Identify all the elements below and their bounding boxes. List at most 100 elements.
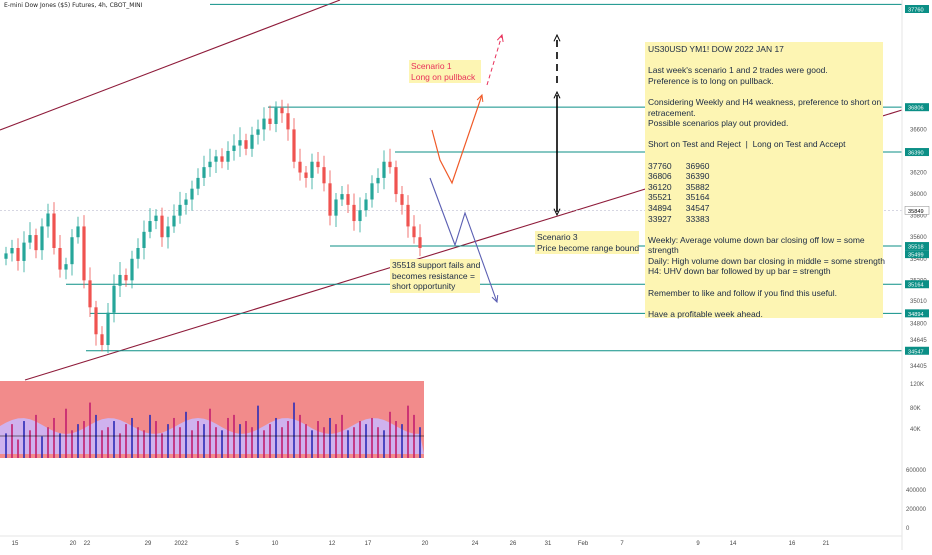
time-tick-label: 5 [235, 541, 239, 547]
scenario2-arrowhead [491, 294, 499, 304]
candle-body [190, 188, 194, 200]
time-tick-label: 29 [145, 541, 152, 547]
analysis-note-line: 37760 36960 [648, 160, 710, 171]
price-tick-label: 36600 [910, 127, 927, 133]
candle-body [148, 221, 152, 232]
price-tag-label: 34894 [908, 312, 924, 318]
scenario2-path [429, 177, 498, 303]
candle-body [94, 307, 98, 335]
price-tag: 35499 [905, 250, 929, 259]
candle-body [292, 129, 296, 162]
candle-body [340, 194, 344, 200]
candle-body [112, 285, 116, 313]
scenario2-note[interactable]: 35518 support fails and becomes resistanc… [390, 259, 480, 293]
price-tag: 34894 [905, 309, 929, 318]
candle [106, 302, 110, 354]
candle [364, 193, 368, 217]
candle-body [298, 161, 302, 173]
analysis-note-line: 36806 36390 [648, 171, 710, 182]
candle [322, 155, 326, 192]
price-tag: 35849 [904, 206, 930, 215]
analysis-note-line: 35521 35164 [648, 192, 710, 203]
candle-body [388, 161, 392, 168]
channel-upper [0, 0, 341, 131]
candle-body [10, 248, 14, 254]
candle [280, 99, 284, 123]
price-tag-label: 36390 [908, 151, 924, 157]
candle-body [52, 213, 56, 248]
candle-body [418, 237, 422, 248]
lower-tick-label: 400000 [906, 488, 927, 494]
candle-body [196, 177, 200, 189]
candle-body [232, 145, 236, 151]
scenario2-note-line: becomes resistance = [392, 270, 475, 281]
analysis-note-line [648, 129, 880, 140]
price-tag-bg [905, 5, 929, 13]
candle [220, 148, 224, 169]
candle-body [280, 107, 284, 114]
time-tick-label: 9 [696, 541, 700, 547]
time-tick-label: 7 [620, 541, 624, 547]
analysis-note[interactable]: US30USD YM1! DOW 2022 JAN 17 Last week's … [645, 42, 885, 319]
candle [136, 238, 140, 269]
analysis-note-line: retracement. [648, 107, 696, 118]
candle [64, 257, 68, 280]
candle-body [328, 183, 332, 216]
candle-body [244, 140, 248, 149]
candle-body [76, 226, 80, 238]
price-tag-bg [905, 242, 929, 251]
candle [268, 105, 272, 131]
candle-body [172, 215, 176, 227]
time-axis: 15 20 22 29 2022 5 10 12 17 20 24 26 31 Feb 7 9 14 16 21 [0, 535, 902, 547]
candle [22, 231, 26, 273]
candle [148, 208, 152, 239]
price-tick-label: 35010 [910, 299, 927, 305]
candle [154, 209, 158, 230]
time-tick-label: 2022 [174, 541, 188, 547]
candle [382, 150, 386, 190]
price-tag-bg [905, 103, 929, 112]
scenario1-note[interactable]: Scenario 1 Long on pullback [409, 60, 481, 84]
time-tick-label: 12 [329, 541, 336, 547]
volume-pane [0, 381, 424, 458]
price-tag-label: 35499 [908, 253, 924, 259]
candle-body [370, 183, 374, 200]
candle-body [334, 199, 338, 216]
candle [196, 168, 200, 196]
candle [28, 222, 32, 250]
candle-body [154, 215, 158, 222]
candle [418, 224, 422, 257]
candle [328, 170, 332, 226]
scenario1-extension [486, 34, 503, 86]
scenario1-extension-arrowhead [496, 33, 504, 42]
analysis-note-line: Considering Weekly and H4 weakness, pref… [648, 96, 882, 107]
candle [304, 166, 308, 188]
candle [334, 193, 338, 227]
scenario3-note[interactable]: Scenario 3 Price become range bound [535, 231, 639, 255]
candle-body [406, 204, 410, 227]
candle-body [4, 253, 8, 259]
candle [202, 155, 206, 186]
analysis-note-line: 34894 34547 [648, 202, 710, 213]
candle-body [160, 215, 164, 238]
candle [88, 267, 92, 318]
candle [190, 180, 194, 211]
analysis-note-line: strength [648, 245, 679, 256]
candle-body [202, 167, 206, 178]
candle [76, 216, 80, 244]
candle [112, 274, 116, 323]
candle [34, 228, 38, 259]
analysis-note-line [648, 298, 880, 309]
price-tag-bg [905, 280, 929, 289]
analysis-note-line: Have a profitable week ahead. [648, 308, 763, 319]
candle-body [58, 248, 62, 270]
candle [412, 215, 416, 244]
candle-body [256, 129, 260, 135]
price-tick-label: 36200 [910, 171, 927, 177]
analysis-note-line: Short on Test and Reject | Long on Test … [648, 139, 846, 150]
price-tag-label: 35518 [908, 245, 924, 251]
scenario1-note-line: Scenario 1 [411, 61, 452, 71]
analysis-note-line [648, 55, 880, 66]
